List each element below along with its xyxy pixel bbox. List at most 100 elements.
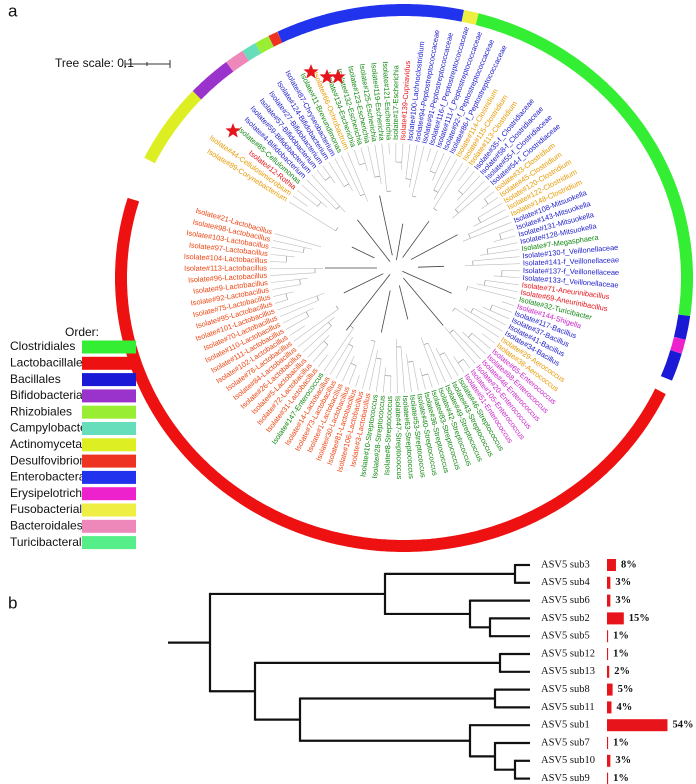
branch <box>336 205 340 210</box>
branch <box>405 143 411 179</box>
branch <box>455 180 485 210</box>
branch <box>493 235 516 242</box>
branch <box>462 222 512 242</box>
panel-label: b <box>8 593 17 612</box>
branch <box>406 354 412 392</box>
branch <box>463 359 471 369</box>
branch <box>454 307 500 338</box>
branch <box>348 365 357 385</box>
order-ring <box>115 3 693 552</box>
bar <box>607 576 611 589</box>
branch <box>476 283 518 293</box>
branch <box>270 272 316 276</box>
branch <box>455 209 459 214</box>
branch <box>481 333 496 344</box>
ring-segment <box>277 3 465 43</box>
ring-segment <box>670 337 686 354</box>
bar <box>607 737 609 749</box>
branch <box>273 291 294 297</box>
branch <box>289 325 306 336</box>
branch <box>468 234 471 239</box>
branch <box>270 254 295 258</box>
row-label: ASV5 sub12 <box>541 648 595 659</box>
row-label: ASV5 sub3 <box>541 559 590 570</box>
branch <box>464 263 520 266</box>
ring-segment <box>660 350 682 381</box>
branch <box>374 175 380 178</box>
branch <box>318 354 328 367</box>
branch <box>429 170 436 174</box>
branch <box>301 184 328 208</box>
branch <box>335 346 354 379</box>
branch <box>457 175 480 201</box>
branch <box>499 233 502 240</box>
bar <box>607 665 610 678</box>
branch <box>351 246 375 259</box>
branch <box>395 223 404 261</box>
branch <box>407 361 413 363</box>
branch <box>412 195 417 198</box>
value-label: 1% <box>613 737 629 748</box>
branch <box>405 178 411 180</box>
bar <box>607 630 609 643</box>
branch <box>335 227 339 232</box>
value-label: 8% <box>621 559 637 570</box>
value-label: 3% <box>615 595 631 606</box>
branch <box>335 305 339 310</box>
branch <box>484 280 486 286</box>
legend-title: Order: <box>65 325 99 339</box>
branch <box>433 162 464 209</box>
branch <box>429 150 438 172</box>
branch <box>350 325 354 329</box>
branch <box>439 352 445 356</box>
branch <box>359 162 366 166</box>
branch <box>375 357 382 360</box>
branch <box>343 183 349 187</box>
branch <box>299 279 301 285</box>
value-label: 54% <box>672 720 693 731</box>
branch <box>499 228 514 234</box>
branch <box>368 350 378 391</box>
isolate-label: Isolate#47-Streptococcus <box>393 396 404 480</box>
branch <box>367 145 376 178</box>
branch <box>375 358 382 392</box>
branch <box>485 280 519 286</box>
ring-segment <box>115 197 666 552</box>
branch <box>285 316 309 330</box>
legend-swatch <box>82 422 136 435</box>
isolate-label: Isolate#113-Lactobacillus <box>184 263 267 272</box>
branch <box>417 265 444 268</box>
branch <box>468 333 473 338</box>
value-label: 5% <box>618 684 634 695</box>
branch <box>402 220 430 258</box>
legend-label: Bacillales <box>10 372 61 386</box>
branch <box>501 301 515 306</box>
branch <box>355 375 360 387</box>
branch <box>305 311 310 317</box>
value-label: 1% <box>613 648 629 659</box>
branch <box>307 335 330 358</box>
branch <box>432 152 445 181</box>
branch <box>466 286 468 291</box>
branch <box>277 292 325 311</box>
legend-swatch <box>82 438 136 452</box>
branch <box>452 185 490 219</box>
row-label: ASV5 sub8 <box>541 684 590 695</box>
legend-swatch <box>82 454 136 468</box>
star <box>319 69 335 84</box>
legend-label: Clostridiales <box>10 339 75 353</box>
bar <box>607 594 611 607</box>
branch <box>316 170 326 181</box>
branch <box>329 337 354 375</box>
legend-label: Enterobacterales <box>10 470 101 484</box>
branch <box>458 166 469 181</box>
branch <box>322 165 336 184</box>
branch <box>346 274 391 331</box>
isolate-label: Isolate#17-Escherichia <box>391 64 401 140</box>
branch <box>317 201 322 207</box>
branch <box>412 361 419 391</box>
branch <box>471 332 491 349</box>
branch <box>334 158 353 192</box>
ring-segment <box>144 91 202 164</box>
branch <box>275 299 288 304</box>
